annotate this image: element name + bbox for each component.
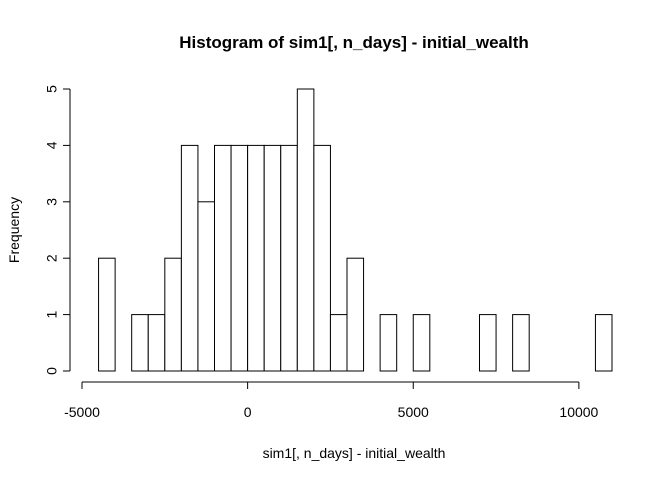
histogram-bar <box>214 144 232 372</box>
x-axis-label: sim1[, n_days] - initial_wealth <box>263 445 446 461</box>
histogram-bar <box>197 201 215 372</box>
histogram-bar <box>247 144 265 372</box>
histogram-bar <box>230 144 249 372</box>
histogram-bar <box>313 144 331 372</box>
histogram-bar <box>180 144 199 372</box>
histogram-bar <box>479 314 497 372</box>
y-tick-label: 2 <box>44 254 60 262</box>
histogram-bar <box>164 257 182 372</box>
y-tick-label: 0 <box>44 367 60 375</box>
x-tick-label: 5000 <box>398 404 429 420</box>
x-tick-label: -5000 <box>64 404 100 420</box>
histogram-bar <box>280 144 298 372</box>
histogram-bar <box>412 314 431 372</box>
histogram-bars <box>98 88 613 372</box>
y-tick-label: 3 <box>44 198 60 206</box>
histogram-bar <box>329 314 348 372</box>
histogram-bar <box>131 314 149 372</box>
y-axis: 0 1 2 3 4 5 <box>44 85 71 375</box>
y-tick-label: 1 <box>44 310 60 318</box>
y-tick-label: 4 <box>44 141 60 149</box>
histogram-bar <box>98 257 116 372</box>
histogram-bar <box>147 314 166 372</box>
x-tick-label: 0 <box>244 404 252 420</box>
histogram-bar <box>594 314 613 372</box>
histogram-bar <box>296 88 315 372</box>
x-tick-label: 10000 <box>559 404 598 420</box>
y-tick-label: 5 <box>44 85 60 93</box>
histogram-bar <box>263 144 282 372</box>
histogram-bar <box>379 314 398 372</box>
chart-title: Histogram of sim1[, n_days] - initial_we… <box>179 33 529 52</box>
histogram-bar <box>512 314 530 372</box>
y-axis-label: Frequency <box>6 197 22 263</box>
histogram-bar <box>346 257 365 372</box>
x-axis: -5000 0 5000 10000 <box>64 381 599 420</box>
